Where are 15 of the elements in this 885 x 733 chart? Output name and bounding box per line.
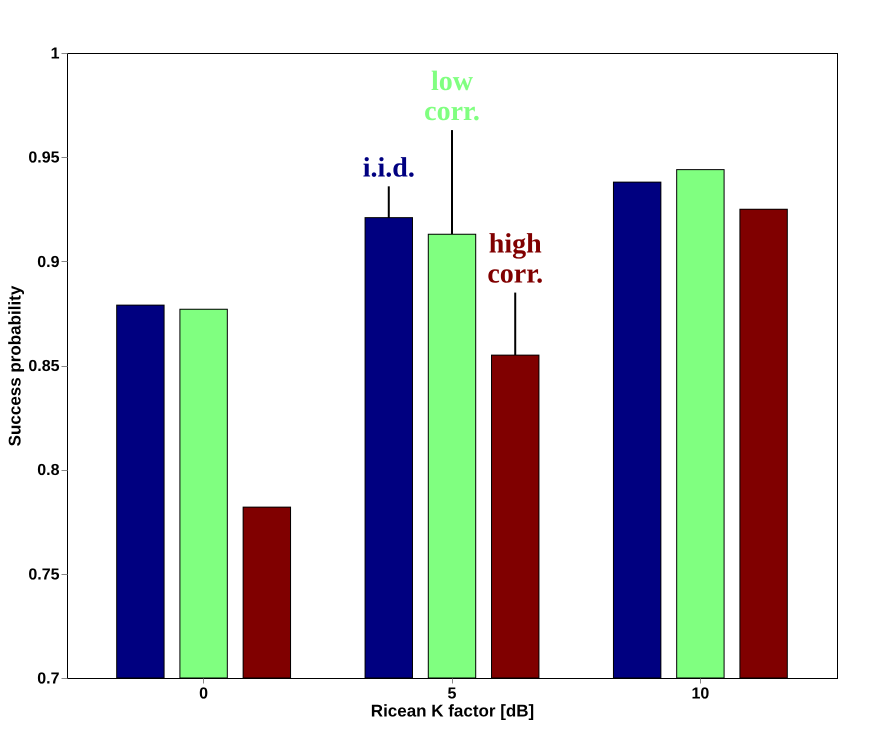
x-tick-label: 0	[199, 686, 208, 702]
text: low corr.	[424, 66, 480, 128]
y-axis-title: Success probability	[5, 285, 24, 446]
y-tick-label: 0.9	[37, 254, 60, 271]
y-tick-label: 0.75	[28, 566, 60, 584]
text: high corr.	[487, 228, 544, 290]
series-label: i.i.d.	[362, 152, 415, 184]
x-axis-title: Ricean K factor [dB]	[370, 702, 534, 720]
y-tick-label: 0.85	[28, 358, 60, 375]
x-tick-label: 10	[691, 686, 710, 702]
y-tick-label: 0.7	[37, 670, 60, 688]
y-tick-label: 0.95	[28, 150, 60, 167]
y-tick-label: 0.8	[37, 462, 60, 480]
y-tick-label: 1	[50, 46, 60, 62]
x-tick-label: 5	[448, 686, 457, 702]
